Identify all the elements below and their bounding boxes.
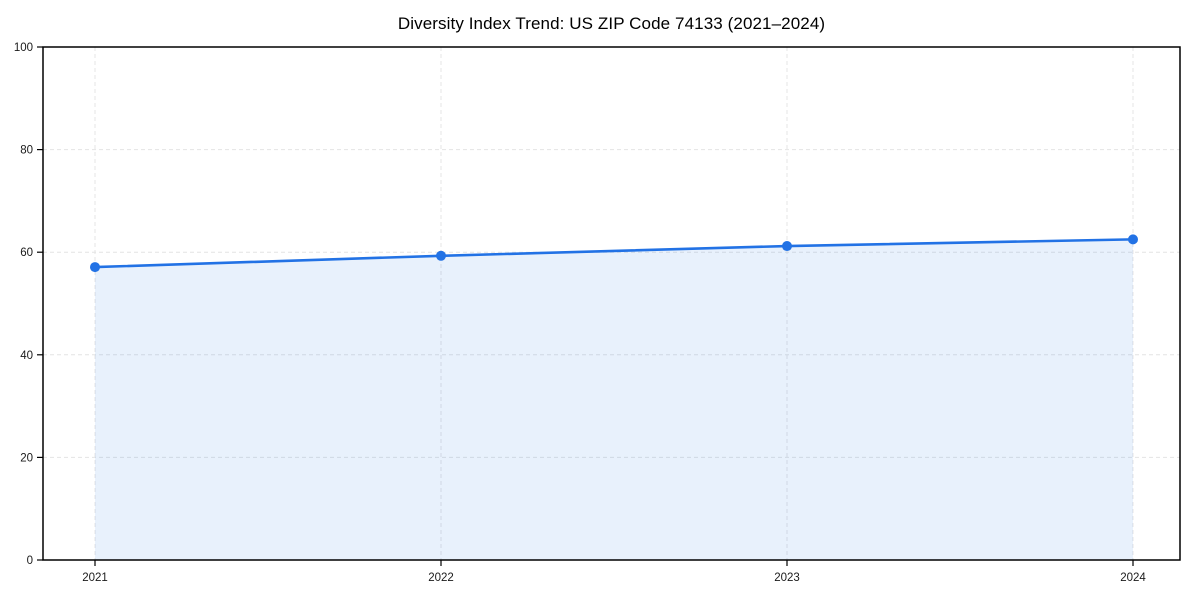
y-tick-label: 80 <box>20 145 33 157</box>
chart-title: Diversity Index Trend: US ZIP Code 74133… <box>397 14 826 33</box>
x-tick-label: 2023 <box>774 572 800 584</box>
y-tick-label: 40 <box>20 350 33 362</box>
data-point-2024 <box>1128 234 1138 245</box>
x-tick-label: 2022 <box>428 572 454 584</box>
data-point-2021 <box>90 262 100 273</box>
y-tick-label: 100 <box>14 42 33 54</box>
y-tick-label: 20 <box>20 452 33 464</box>
area-fill <box>95 239 1133 560</box>
y-tick-label: 0 <box>27 555 33 567</box>
y-tick-label: 60 <box>20 247 33 259</box>
data-point-2022 <box>436 250 446 261</box>
x-tick-label: 2024 <box>1120 572 1146 584</box>
plot-border <box>42 46 1181 561</box>
trend-line <box>93 238 1135 269</box>
data-point-2023 <box>782 241 792 252</box>
x-tick-label: 2021 <box>82 572 108 584</box>
